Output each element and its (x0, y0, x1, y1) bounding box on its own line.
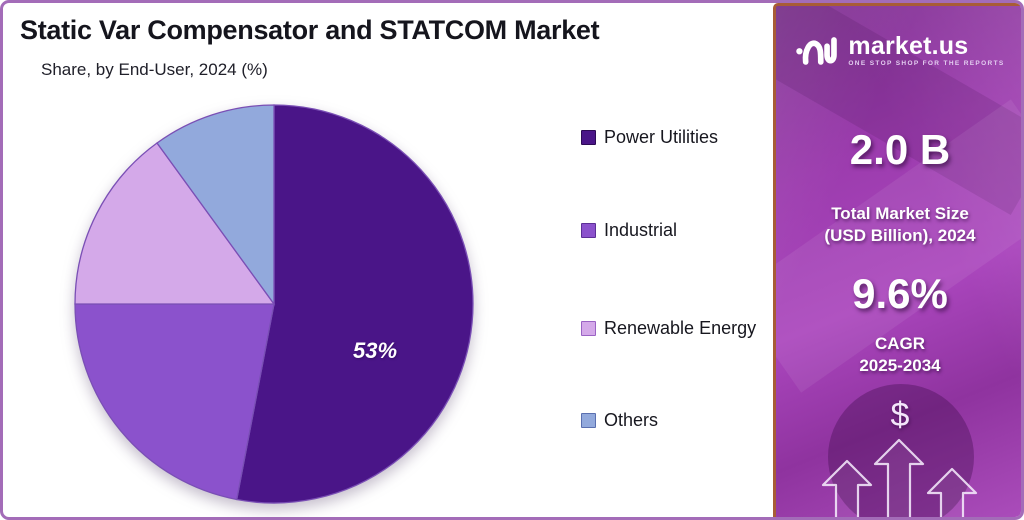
cagr-label-line2: 2025-2034 (859, 356, 941, 375)
legend-swatch (581, 321, 596, 336)
legend: Power Utilities Industrial Renewable Energ… (581, 3, 766, 517)
legend-swatch (581, 413, 596, 428)
pie-slice-power-utilities (235, 104, 474, 504)
brand-name: market.us (848, 32, 969, 60)
market-size-label-line1: Total Market Size (831, 204, 969, 223)
legend-swatch (581, 223, 596, 238)
legend-item-others: Others (581, 407, 658, 434)
legend-item-industrial: Industrial (581, 217, 677, 244)
legend-swatch (581, 130, 596, 145)
legend-item-renewable-energy: Renewable Energy (581, 315, 756, 342)
chart-area: Static Var Compensator and STATCOM Marke… (3, 3, 773, 517)
legend-item-power-utilities: Power Utilities (581, 124, 718, 151)
dollar-icon: $ (890, 396, 910, 434)
cagr-label-line1: CAGR (874, 334, 926, 353)
pie-chart (74, 104, 474, 504)
pie-slice-industrial (74, 303, 275, 501)
legend-label: Power Utilities (604, 127, 719, 147)
market-size-label-line2: (USD Billion), 2024 (824, 226, 976, 245)
market-size-label: Total Market Size (USD Billion), 2024 (776, 203, 1021, 247)
panel-decor-circle (828, 384, 974, 517)
cagr-label: CAGR 2025-2034 (776, 333, 1021, 377)
marketus-logo-icon (796, 37, 838, 65)
cagr-value: 9.6% (852, 270, 948, 317)
page-title: Static Var Compensator and STATCOM Marke… (20, 15, 600, 45)
pie-slice-renewable-energy (74, 142, 276, 305)
growth-arrows-icon (821, 438, 978, 517)
legend-label: Others (604, 410, 659, 430)
legend-label: Renewable Energy (604, 318, 757, 338)
pie-slice-others (156, 104, 275, 307)
market-size-value: 2.0 B (849, 126, 951, 173)
chart-subtitle: Share, by End-User, 2024 (%) (41, 60, 268, 79)
brand-logo: market.us ONE STOP SHOP FOR THE REPORTS (776, 29, 1021, 71)
legend-label: Industrial (604, 220, 678, 240)
pie-slice-label: 53% (352, 338, 398, 363)
brand-panel: market.us ONE STOP SHOP FOR THE REPORTS … (773, 3, 1021, 517)
brand-tagline: ONE STOP SHOP FOR THE REPORTS (848, 60, 1005, 67)
